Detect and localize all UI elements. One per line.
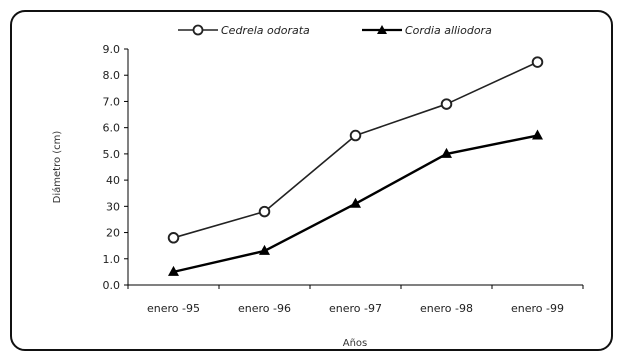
data-point-cordia xyxy=(441,147,452,158)
data-point-cordia xyxy=(168,265,179,276)
y-tick-label: 1.0 xyxy=(103,253,121,266)
legend-label-cordia: Cordia alliodora xyxy=(405,24,492,37)
data-point-cordia xyxy=(532,129,543,140)
legend: Cedrela odorata Cordia alliodora xyxy=(178,24,492,37)
y-tick-label: 0.0 xyxy=(103,279,121,292)
x-tick-label: enero -97 xyxy=(329,302,382,315)
y-tick-label: 9.0 xyxy=(103,43,121,56)
data-point-cedrela xyxy=(531,56,544,68)
x-tick-label: enero -98 xyxy=(420,302,473,315)
y-tick-label: 8.0 xyxy=(103,69,121,82)
data-point-cedrela xyxy=(167,232,180,244)
x-tick-label: enero -96 xyxy=(238,302,291,315)
legend-item-cedrela: Cedrela odorata xyxy=(178,24,310,37)
y-tick-label: 5.0 xyxy=(103,148,121,161)
legend-marker-cordia xyxy=(377,25,387,34)
data-point-cedrela xyxy=(258,205,271,218)
data-point-cedrela xyxy=(349,129,362,142)
legend-label-cedrela: Cedrela odorata xyxy=(221,24,310,37)
legend-item-cordia: Cordia alliodora xyxy=(362,24,492,37)
y-axis-title: Diámetro (cm) xyxy=(51,131,63,204)
y-tick-label: 6.0 xyxy=(103,122,121,135)
data-point-cedrela xyxy=(440,98,453,110)
y-tick-label: 40 xyxy=(106,174,120,187)
y-ticks: 0.0 1.0 20 30 40 5.0 6.0 7.0 8.0 9.0 xyxy=(103,43,128,292)
x-tick-label: enero -95 xyxy=(147,302,200,315)
series-layer xyxy=(167,56,544,276)
y-tick-label: 20 xyxy=(106,227,120,240)
data-point-cordia xyxy=(350,197,361,208)
x-axis-title: Años xyxy=(343,338,368,349)
y-tick-label: 7.0 xyxy=(103,95,121,108)
chart-frame xyxy=(10,10,613,351)
x-ticks: enero -95 enero -96 enero -97 enero -98 ener… xyxy=(127,285,584,315)
data-point-cordia xyxy=(259,244,270,255)
x-tick-label: enero -99 xyxy=(511,302,564,315)
y-tick-label: 30 xyxy=(106,200,120,213)
legend-marker-cedrela xyxy=(192,24,204,36)
